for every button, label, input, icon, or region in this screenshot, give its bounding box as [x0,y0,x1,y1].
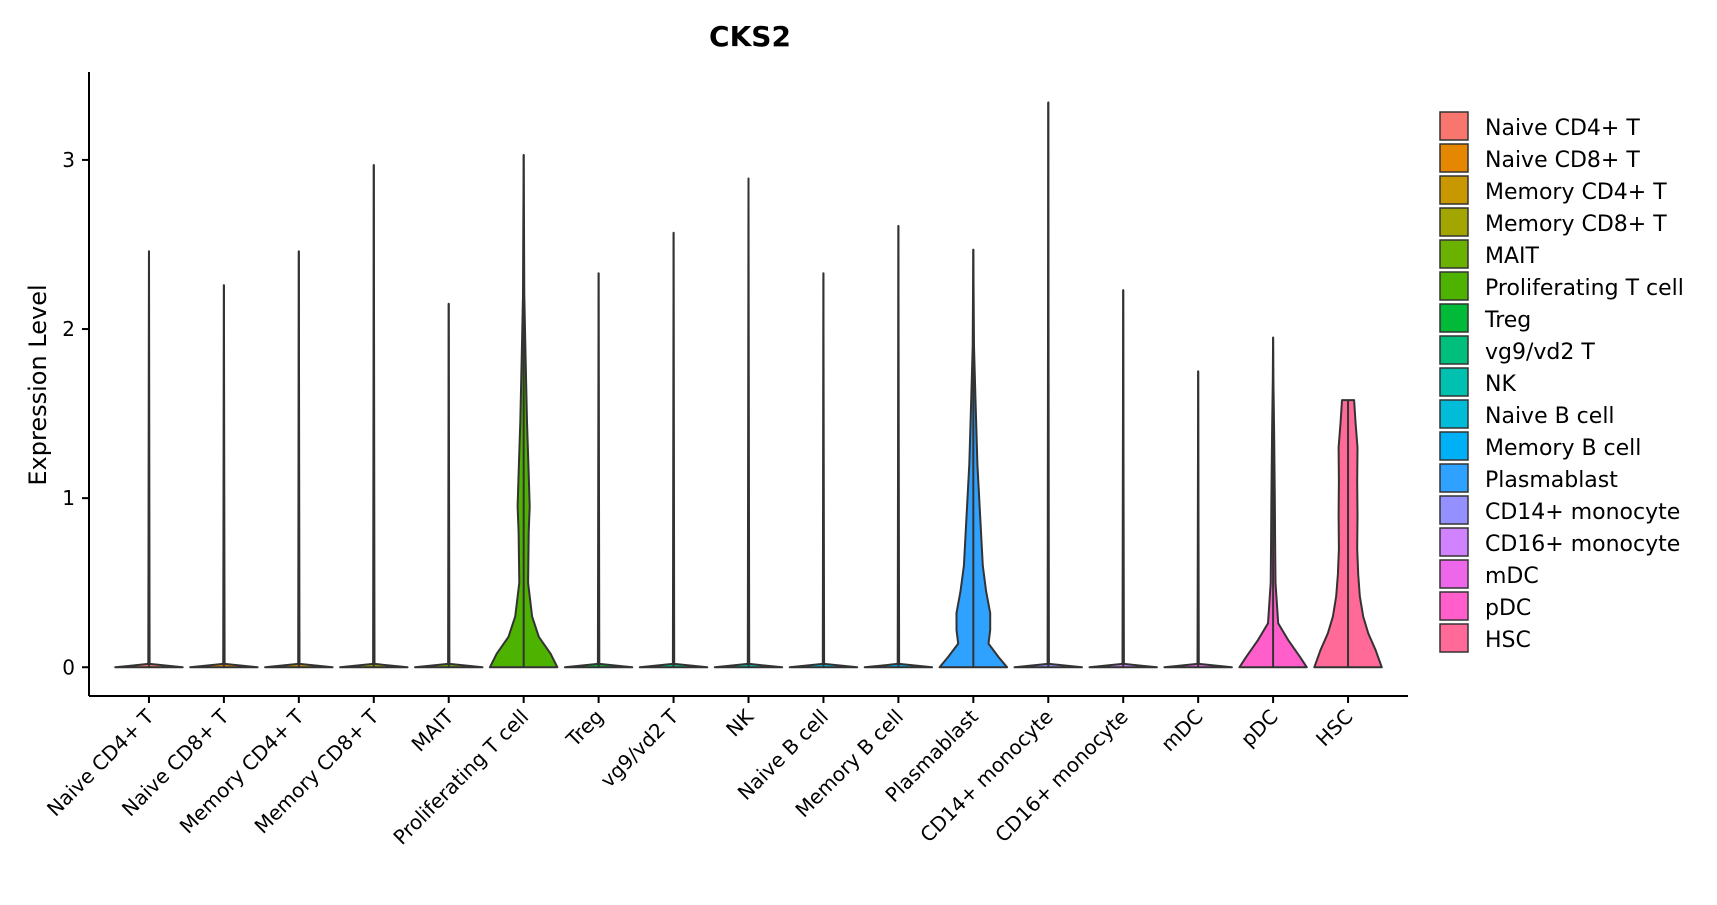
x-tick-label: pDC [1236,705,1283,752]
legend-swatch [1439,463,1469,493]
x-tick-label: Memory CD4+ T [175,704,309,838]
chart-title: CKS2 [709,20,791,53]
legend-label: CD14+ monocyte [1485,500,1680,525]
legend-label: Naive B cell [1485,404,1615,429]
legend: Naive CD4+ T Naive CD8+ T Memory CD4+ T Mem… [1439,111,1684,653]
legend-swatch [1439,207,1469,237]
legend-swatch [1439,623,1469,653]
legend-swatch [1439,527,1469,557]
legend-label: mDC [1485,564,1539,589]
x-tick-label: CD14+ monocyte [915,705,1058,848]
x-tick-label: Memory CD8+ T [250,704,384,838]
x-tick-label: Proliferating T cell [388,705,533,850]
legend-label: Naive CD8+ T [1485,148,1640,173]
legend-label: MAIT [1485,244,1540,269]
legend-swatch [1439,335,1469,365]
legend-label: Naive CD4+ T [1485,116,1640,141]
legend-swatch [1439,591,1469,621]
legend-swatch [1439,271,1469,301]
legend-label: Proliferating T cell [1485,276,1684,301]
legend-label: Plasmablast [1485,468,1618,493]
x-tick-label: CD16+ monocyte [990,705,1133,848]
legend-swatch [1439,303,1469,333]
legend-label: Memory CD8+ T [1485,212,1667,237]
y-axis-label: Expression Level [24,284,52,485]
y-tick-label: 0 [62,655,75,679]
legend-label: vg9/vd2 T [1485,340,1595,365]
legend-swatch [1439,239,1469,269]
legend-label: pDC [1485,596,1531,621]
legend-swatch [1439,559,1469,589]
x-tick-label: Treg [561,705,608,752]
legend-label: HSC [1485,628,1531,653]
x-tick-label: HSC [1311,705,1357,751]
legend-label: Memory CD4+ T [1485,180,1667,205]
y-tick-label: 2 [62,317,75,341]
legend-label: Treg [1484,308,1531,333]
legend-swatch [1439,111,1469,141]
x-tick-label: vg9/vd2 T [596,704,684,792]
x-tick-label: mDC [1156,705,1208,757]
y-tick-label: 1 [62,486,75,510]
legend-label: NK [1485,372,1516,397]
legend-swatch [1439,399,1469,429]
legend-swatch [1439,495,1469,525]
legend-swatch [1439,143,1469,173]
legend-swatch [1439,367,1469,397]
legend-swatch [1439,431,1469,461]
plot-area [114,101,1383,669]
legend-swatch [1439,175,1469,205]
y-tick-label: 3 [62,148,75,172]
x-tick-label: MAIT [407,704,459,756]
legend-label: CD16+ monocyte [1485,532,1680,557]
x-tick-label: NK [721,704,758,741]
legend-label: Memory B cell [1485,436,1641,461]
